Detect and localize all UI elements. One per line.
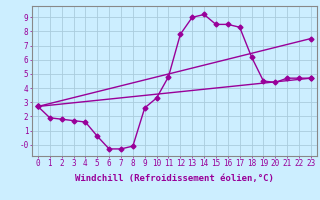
X-axis label: Windchill (Refroidissement éolien,°C): Windchill (Refroidissement éolien,°C) xyxy=(75,174,274,183)
